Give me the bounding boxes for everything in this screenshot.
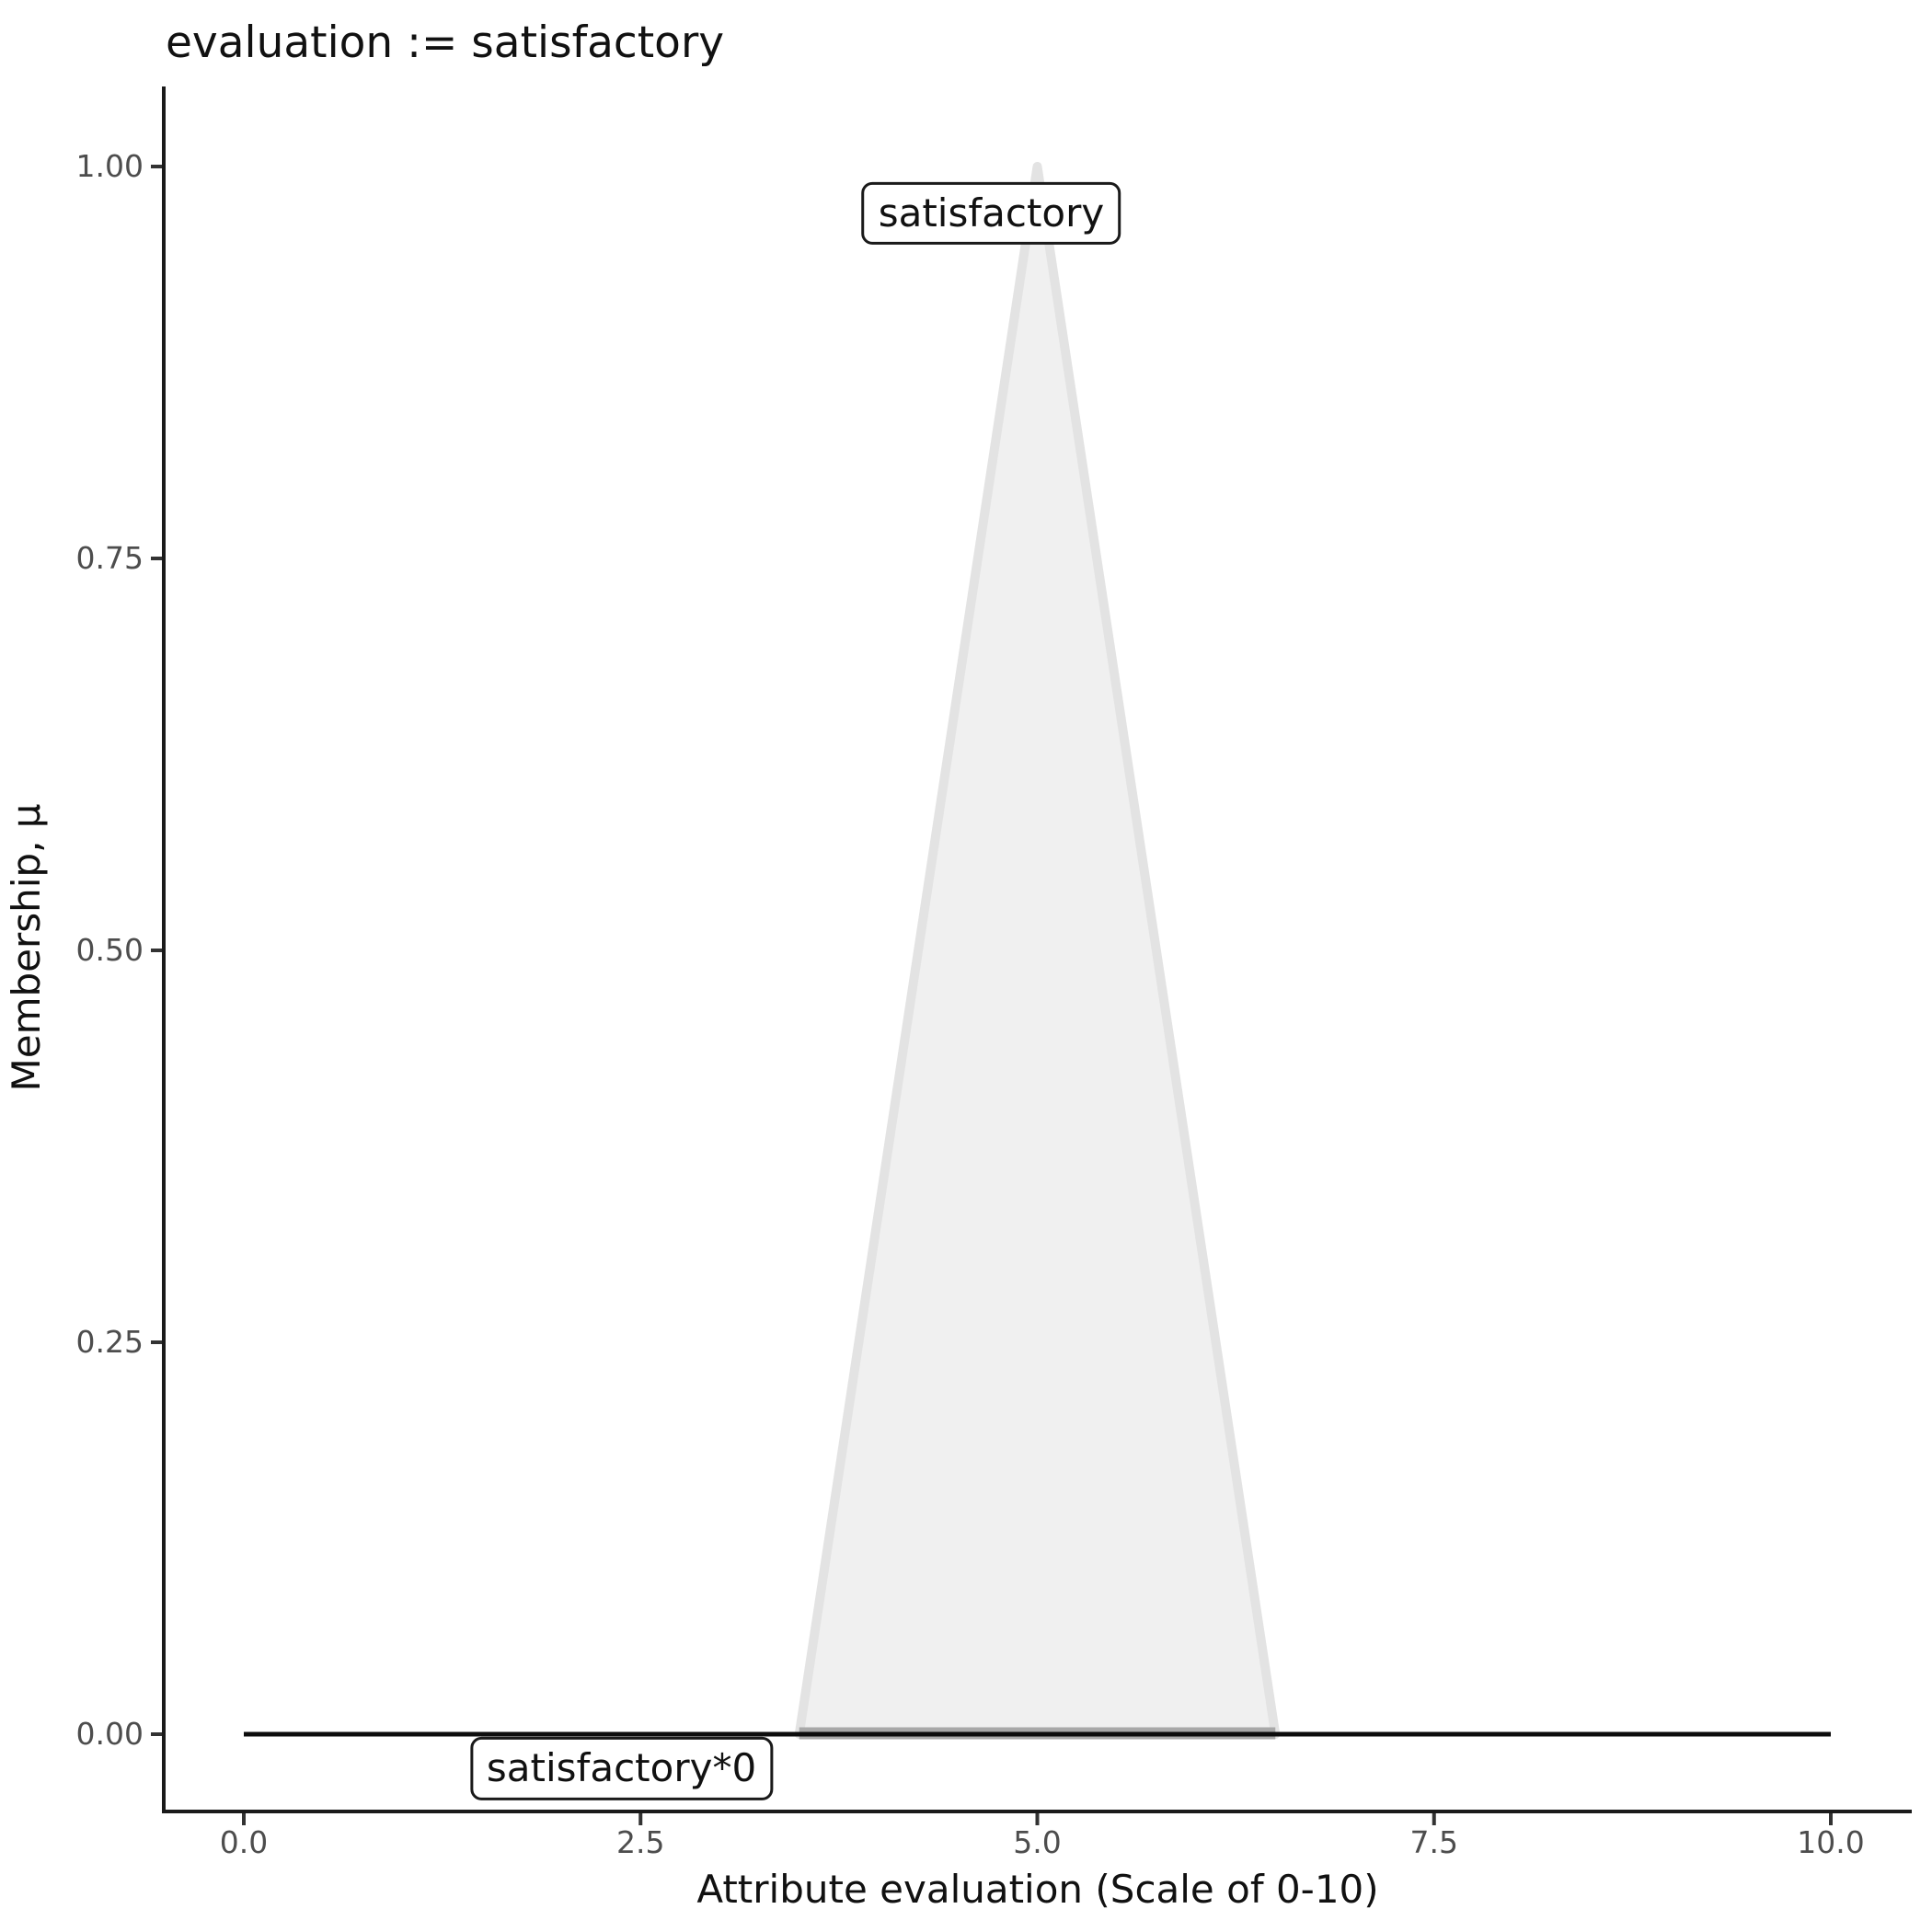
x-tick-label: 0.0 [220,1824,268,1860]
label-satisfactory: satisfactory [861,181,1121,246]
membership-function-area [794,162,1281,1739]
x-tick-label: 2.5 [616,1824,664,1860]
x-tick-label: 10.0 [1797,1824,1864,1860]
label-satisfactory-times-zero: satisfactory*0 [469,1737,774,1800]
plot-title: evaluation := satisfactory [166,17,724,68]
x-tick-label: 5.0 [1013,1824,1061,1860]
y-tick-label: 0.00 [76,1716,144,1752]
y-axis-ticks: 0.00 0.25 0.50 0.75 1.00 [76,148,162,1752]
y-tick-label: 1.00 [76,148,144,184]
x-axis-ticks: 0.0 2.5 5.0 7.5 10.0 [220,1813,1865,1860]
x-tick-label: 7.5 [1410,1824,1458,1860]
y-axis-title: Membership, μ [4,803,49,1091]
y-tick-label: 0.25 [76,1324,144,1360]
x-axis-title: Attribute evaluation (Scale of 0-10) [696,1867,1378,1912]
y-tick-label: 0.50 [76,932,144,968]
y-tick-label: 0.75 [76,540,144,576]
